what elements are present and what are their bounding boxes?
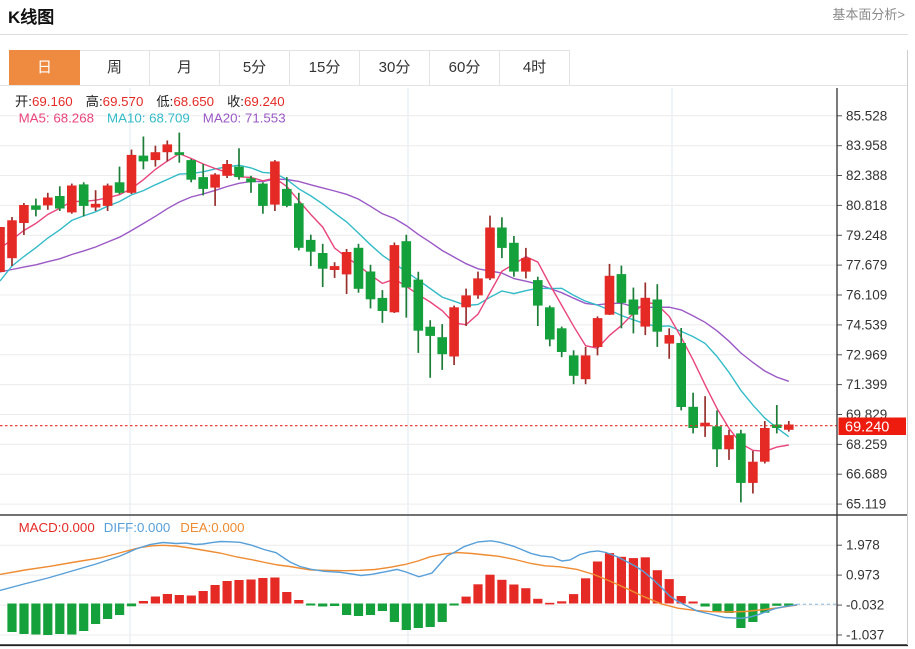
svg-text:82.388: 82.388 xyxy=(846,168,887,183)
svg-text:69.240: 69.240 xyxy=(845,420,889,436)
svg-text:1.978: 1.978 xyxy=(846,538,880,553)
svg-text:80.818: 80.818 xyxy=(846,198,887,213)
svg-text:85.528: 85.528 xyxy=(846,108,887,123)
svg-text:79.248: 79.248 xyxy=(846,228,887,243)
svg-text:71.399: 71.399 xyxy=(846,377,887,392)
svg-text:74.539: 74.539 xyxy=(846,317,887,332)
svg-text:72.969: 72.969 xyxy=(846,347,887,362)
svg-text:83.958: 83.958 xyxy=(846,138,887,153)
svg-text:76.109: 76.109 xyxy=(846,288,887,303)
svg-text:66.689: 66.689 xyxy=(846,467,887,482)
svg-text:77.679: 77.679 xyxy=(846,258,887,273)
svg-text:-0.032: -0.032 xyxy=(846,598,884,613)
svg-text:0.973: 0.973 xyxy=(846,568,880,583)
svg-text:-1.037: -1.037 xyxy=(846,628,884,643)
svg-text:65.119: 65.119 xyxy=(846,497,886,512)
svg-text:68.259: 68.259 xyxy=(846,437,887,452)
